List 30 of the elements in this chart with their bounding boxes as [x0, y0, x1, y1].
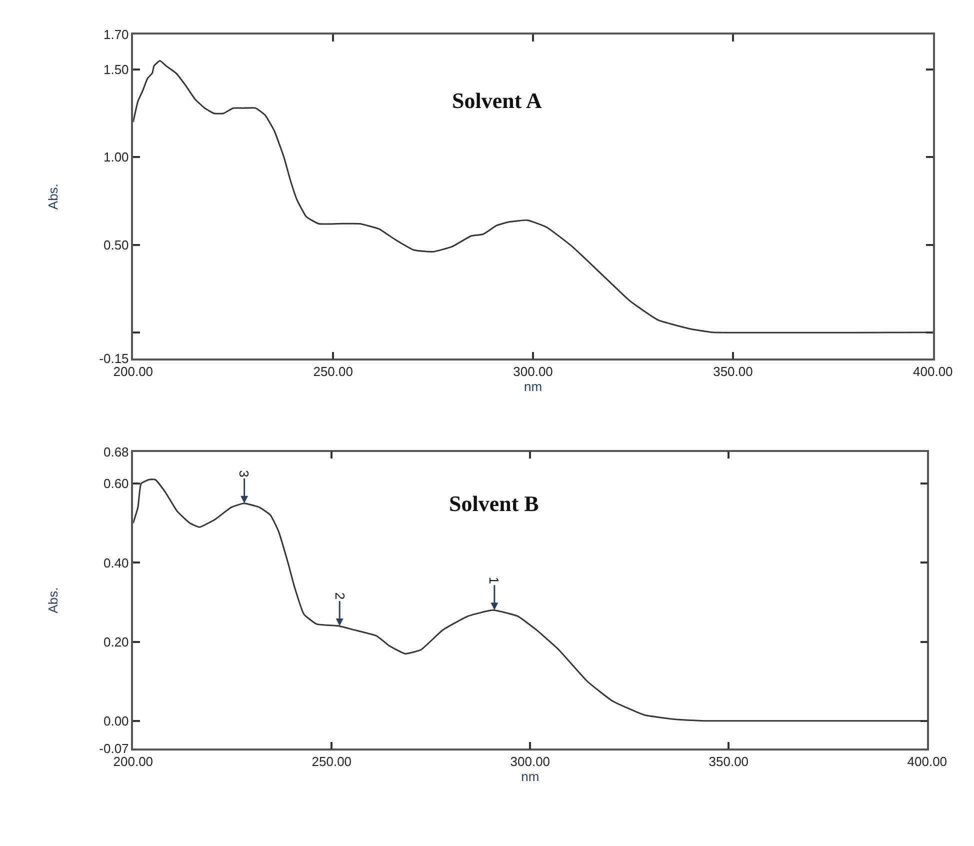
x-tick-label: 250.00	[312, 754, 352, 769]
y-tick-label: 0.00	[103, 713, 129, 728]
y-tick-label: -0.07	[99, 741, 129, 756]
text: Solvent A	[452, 88, 542, 113]
y-tick-label: 0.20	[103, 634, 129, 650]
x-tick-label: 250.00	[313, 364, 353, 379]
y-tick-label: 0.40	[103, 555, 129, 570]
x-axis-title: nm	[521, 768, 540, 784]
annotation: 1	[486, 576, 502, 584]
x-tick-label: 300.00	[513, 364, 553, 379]
y-tick-label: -0.15	[99, 351, 129, 366]
y-tick-label: 0.60	[103, 476, 129, 492]
y-axis-title: Abs.	[46, 184, 61, 210]
x-tick-label: 300.00	[510, 754, 550, 769]
annotation: 2	[332, 592, 348, 600]
y-tick-label: 0.68	[103, 444, 129, 460]
x-axis-title: nm	[524, 379, 542, 394]
x-tick-label: 350.00	[708, 754, 749, 769]
x-tick-label: 200.00	[113, 754, 154, 769]
x-tick-label: 200.00	[113, 364, 154, 379]
y-axis-title: Abs.	[46, 587, 61, 614]
annotation: 3	[236, 470, 252, 478]
text: Solvent B	[449, 491, 540, 516]
x-tick-label: 400.00	[913, 364, 953, 379]
x-tick-label: 350.00	[713, 364, 753, 379]
y-tick-label: 0.50	[103, 237, 129, 252]
y-tick-label: 1.70	[103, 27, 129, 42]
y-tick-label: 1.00	[103, 150, 129, 165]
y-tick-label: 1.50	[103, 62, 129, 78]
x-tick-label: 400.00	[907, 754, 948, 769]
